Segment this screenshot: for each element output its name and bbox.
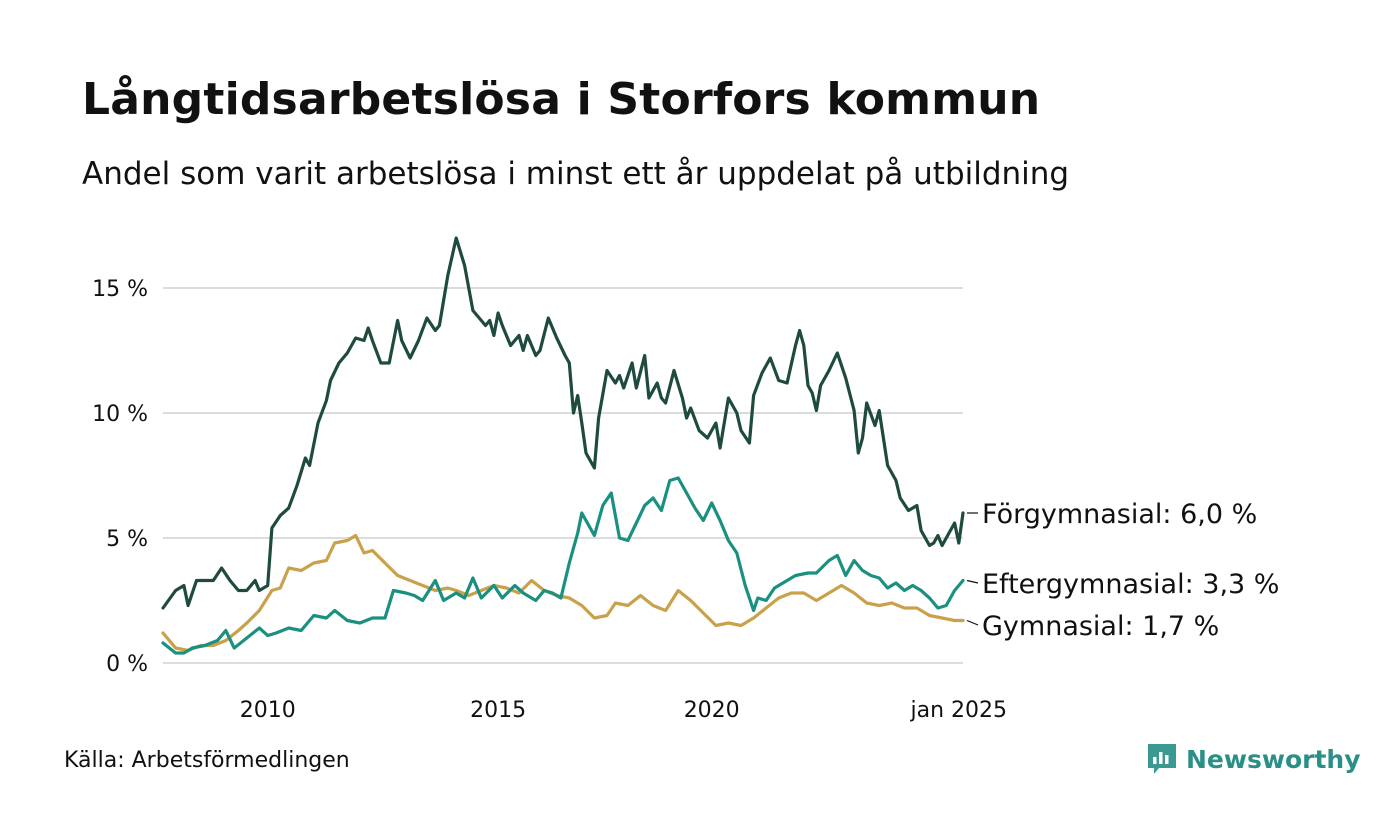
y-tick-label: 5 % — [106, 527, 148, 552]
series-lines — [161, 236, 965, 655]
end-label-leader — [966, 619, 979, 626]
x-tick-label: 2010 — [240, 698, 296, 723]
x-axis-ticks: 2010 2015 2020 jan 2025 — [240, 698, 1007, 723]
chart-title: Långtidsarbetslösa i Storfors kommun — [82, 74, 1041, 125]
y-axis-ticks: 0 % 5 % 10 % 15 % — [92, 277, 148, 677]
y-tick-label: 15 % — [92, 277, 148, 302]
y-tick-label: 10 % — [92, 402, 148, 427]
end-label-eftergymnasial: Eftergymnasial: 3,3 % — [982, 569, 1279, 600]
series-end-labels: Förgymnasial: 6,0 % Eftergymnasial: 3,3 %… — [966, 499, 1279, 642]
end-label-förgymnasial: Förgymnasial: 6,0 % — [982, 499, 1257, 530]
series-line-förgymnasial — [161, 236, 965, 610]
chart-subtitle: Andel som varit arbetslösa i minst ett å… — [82, 156, 1070, 192]
series-line-eftergymnasial — [161, 476, 965, 655]
x-tick-label: 2020 — [684, 698, 740, 723]
end-label-gymnasial: Gymnasial: 1,7 % — [982, 611, 1219, 642]
y-tick-label: 0 % — [106, 652, 148, 677]
logo-text: Newsworthy — [1186, 744, 1361, 774]
newsworthy-logo: Newsworthy — [1146, 742, 1361, 776]
gridlines — [163, 287, 963, 664]
newsworthy-chart-icon — [1148, 744, 1176, 774]
end-label-leader — [966, 579, 979, 584]
x-tick-label: 2015 — [470, 698, 526, 723]
source-note: Källa: Arbetsförmedlingen — [64, 748, 350, 773]
x-tick-label: jan 2025 — [910, 698, 1008, 723]
